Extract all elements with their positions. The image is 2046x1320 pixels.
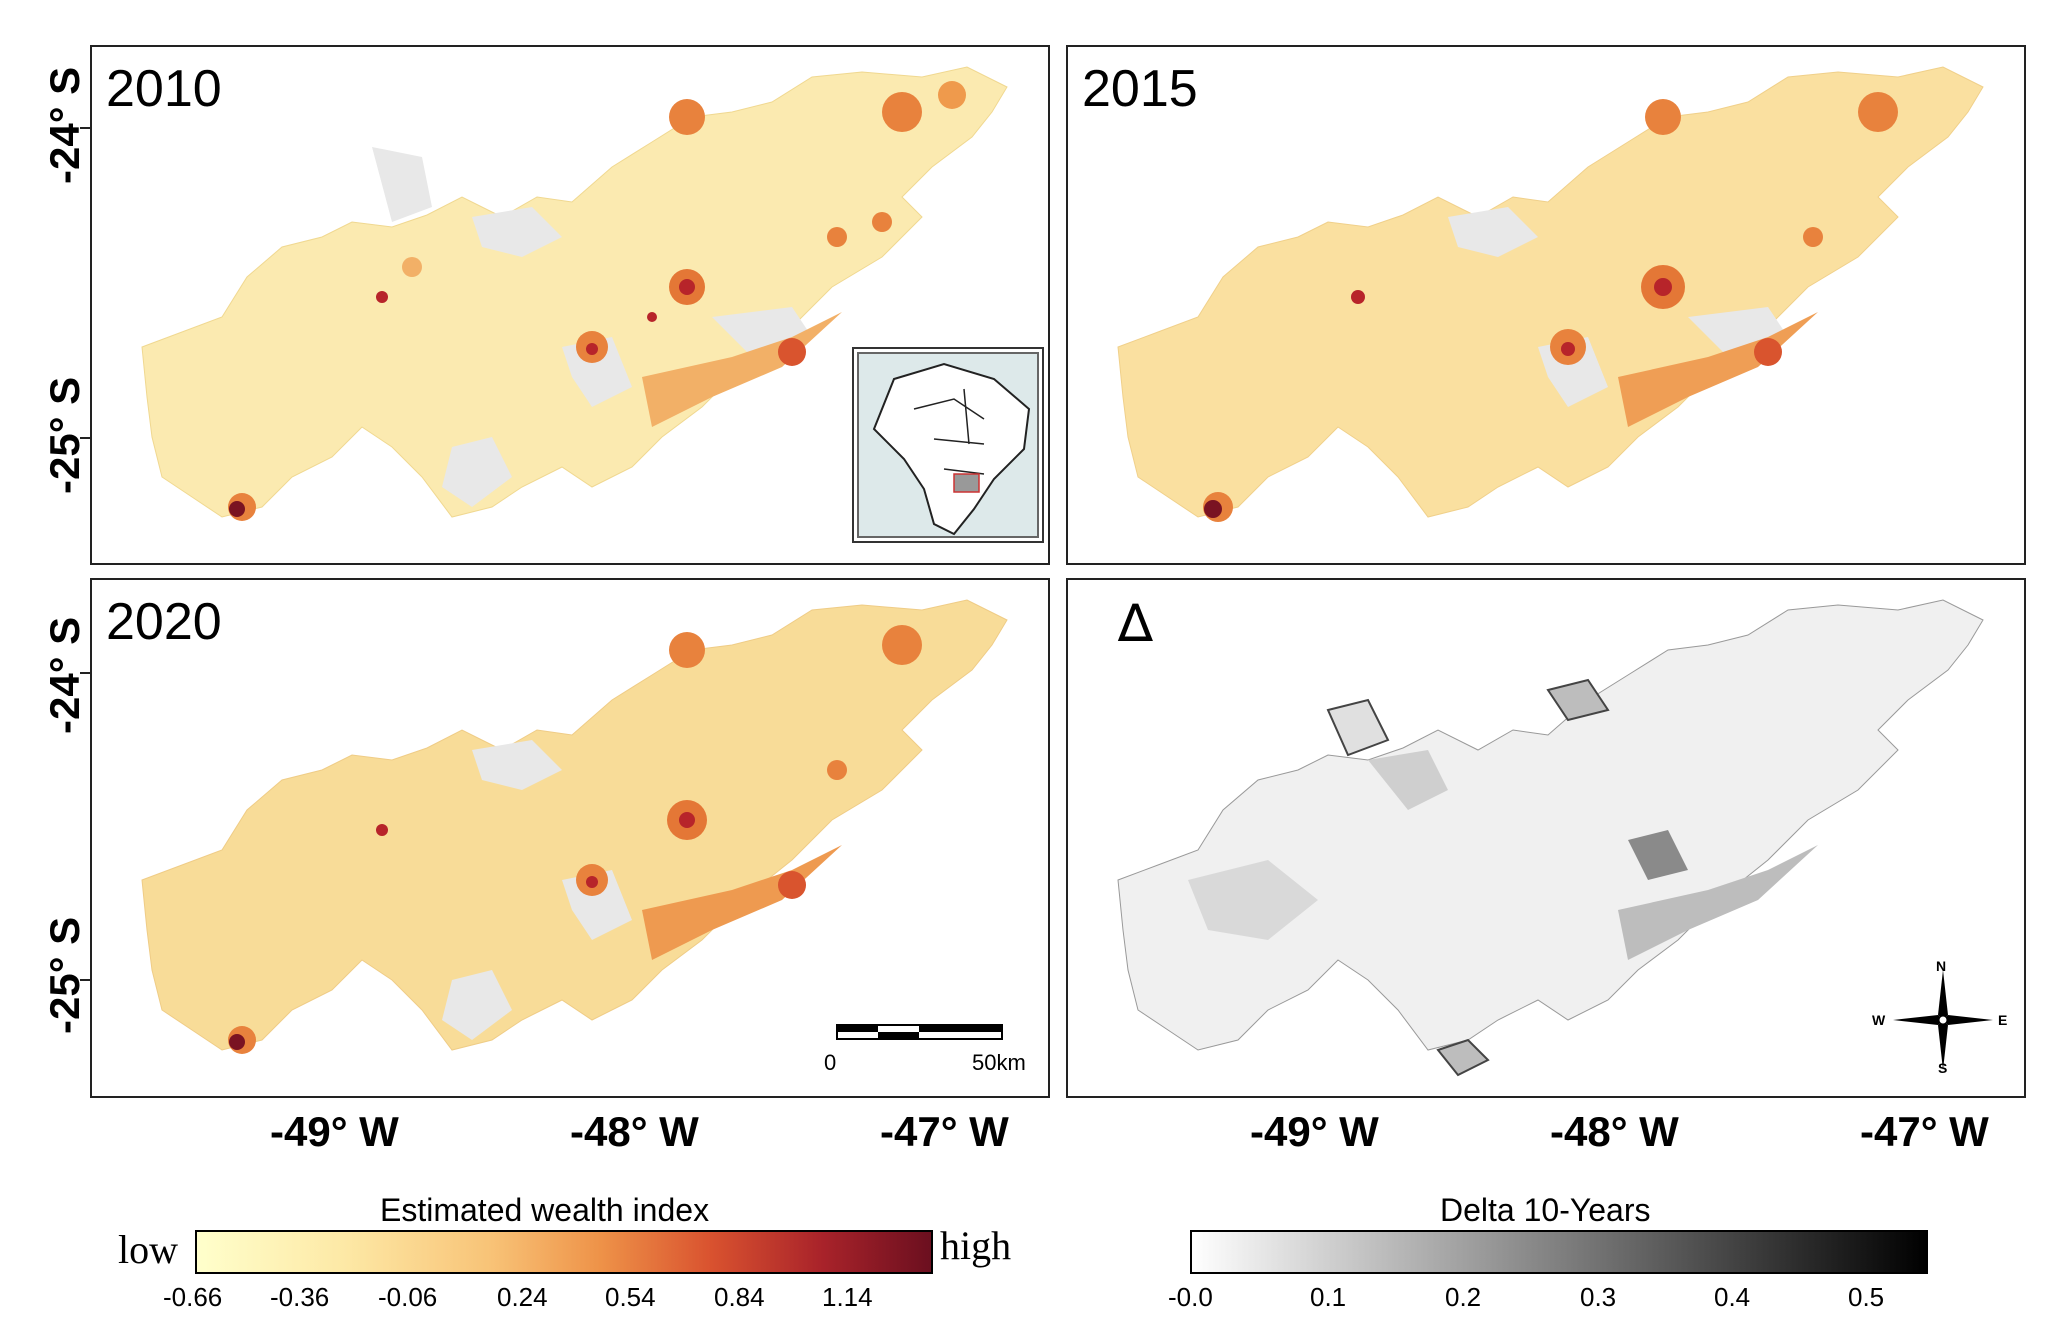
legend-wealth-tick: -0.36 bbox=[270, 1282, 330, 1312]
scale-bar-end-label: 50km bbox=[972, 1050, 1026, 1075]
wealth-map-2015 bbox=[1068, 47, 2026, 522]
lat-label-bottom-25: -25° S bbox=[41, 916, 88, 1034]
compass-w: W bbox=[1872, 1012, 1886, 1028]
legend-delta-colorbar bbox=[1190, 1230, 1928, 1274]
map-panel-2015: 2015 bbox=[1066, 45, 2026, 565]
inset-map-svg bbox=[857, 352, 1039, 538]
legend-delta-title: Delta 10-Years bbox=[1440, 1192, 1651, 1228]
compass-n: N bbox=[1936, 958, 1947, 974]
wealth-map-2020 bbox=[92, 580, 1050, 1054]
delta-map bbox=[1068, 580, 2026, 1077]
lat-tick bbox=[80, 979, 90, 981]
legend-delta-tick: 0.5 bbox=[1848, 1282, 1885, 1312]
legend-wealth-tick: 0.84 bbox=[714, 1282, 765, 1312]
legend-delta-tick: 0.2 bbox=[1445, 1282, 1482, 1312]
legend-wealth-low: low bbox=[118, 1227, 178, 1272]
lat-tick bbox=[80, 437, 90, 439]
lon-label-right-47: -47° W bbox=[1860, 1108, 1989, 1155]
legend-wealth-tick: 0.54 bbox=[605, 1282, 656, 1312]
lon-label-right-48: -48° W bbox=[1550, 1108, 1679, 1155]
lat-tick bbox=[80, 672, 90, 674]
legend-wealth-tick: -0.66 bbox=[163, 1282, 223, 1312]
panel-year-label: 2020 bbox=[106, 593, 222, 651]
scale-bar bbox=[836, 1024, 1003, 1040]
legend-delta-tick: 0.3 bbox=[1580, 1282, 1617, 1312]
legend-wealth-tick: 0.24 bbox=[497, 1282, 548, 1312]
map-panel-2010: 2010 bbox=[90, 45, 1050, 565]
legend-wealth-title: Estimated wealth index bbox=[380, 1192, 710, 1228]
panel-year-label: 2010 bbox=[106, 60, 222, 118]
lat-label-top-25: -25° S bbox=[41, 376, 88, 494]
lon-label-left-49: -49° W bbox=[270, 1108, 399, 1155]
inset-map-brazil bbox=[852, 347, 1044, 543]
legend-delta-tick: 0.1 bbox=[1310, 1282, 1347, 1312]
wealth-map-2010 bbox=[92, 47, 1050, 521]
scale-bar-start-label: 0 bbox=[824, 1050, 837, 1075]
legend-delta-tick: -0.0 bbox=[1168, 1282, 1213, 1312]
lat-label-bottom-24: -24° S bbox=[41, 616, 88, 734]
panel-year-label: 2015 bbox=[1082, 60, 1198, 118]
lon-label-right-49: -49° W bbox=[1250, 1108, 1379, 1155]
map-panel-2020: 2020 0 50km bbox=[90, 578, 1050, 1098]
lat-tick bbox=[80, 127, 90, 129]
panel-delta-label: ∆ bbox=[1118, 594, 1153, 654]
legend-wealth-high: high bbox=[940, 1223, 1012, 1268]
compass-rose bbox=[1893, 970, 1993, 1070]
legend-wealth-tick: -0.06 bbox=[378, 1282, 438, 1312]
legend-delta-tick: 0.4 bbox=[1714, 1282, 1751, 1312]
compass-s: S bbox=[1938, 1060, 1948, 1076]
lat-label-top-24: -24° S bbox=[41, 66, 88, 184]
lon-label-left-47: -47° W bbox=[880, 1108, 1009, 1155]
lon-label-left-48: -48° W bbox=[570, 1108, 699, 1155]
compass-e: E bbox=[1998, 1012, 2008, 1028]
legend-wealth-colorbar bbox=[195, 1230, 933, 1274]
map-panel-delta: ∆ N S E W bbox=[1066, 578, 2026, 1098]
legend-wealth-tick: 1.14 bbox=[822, 1282, 873, 1312]
